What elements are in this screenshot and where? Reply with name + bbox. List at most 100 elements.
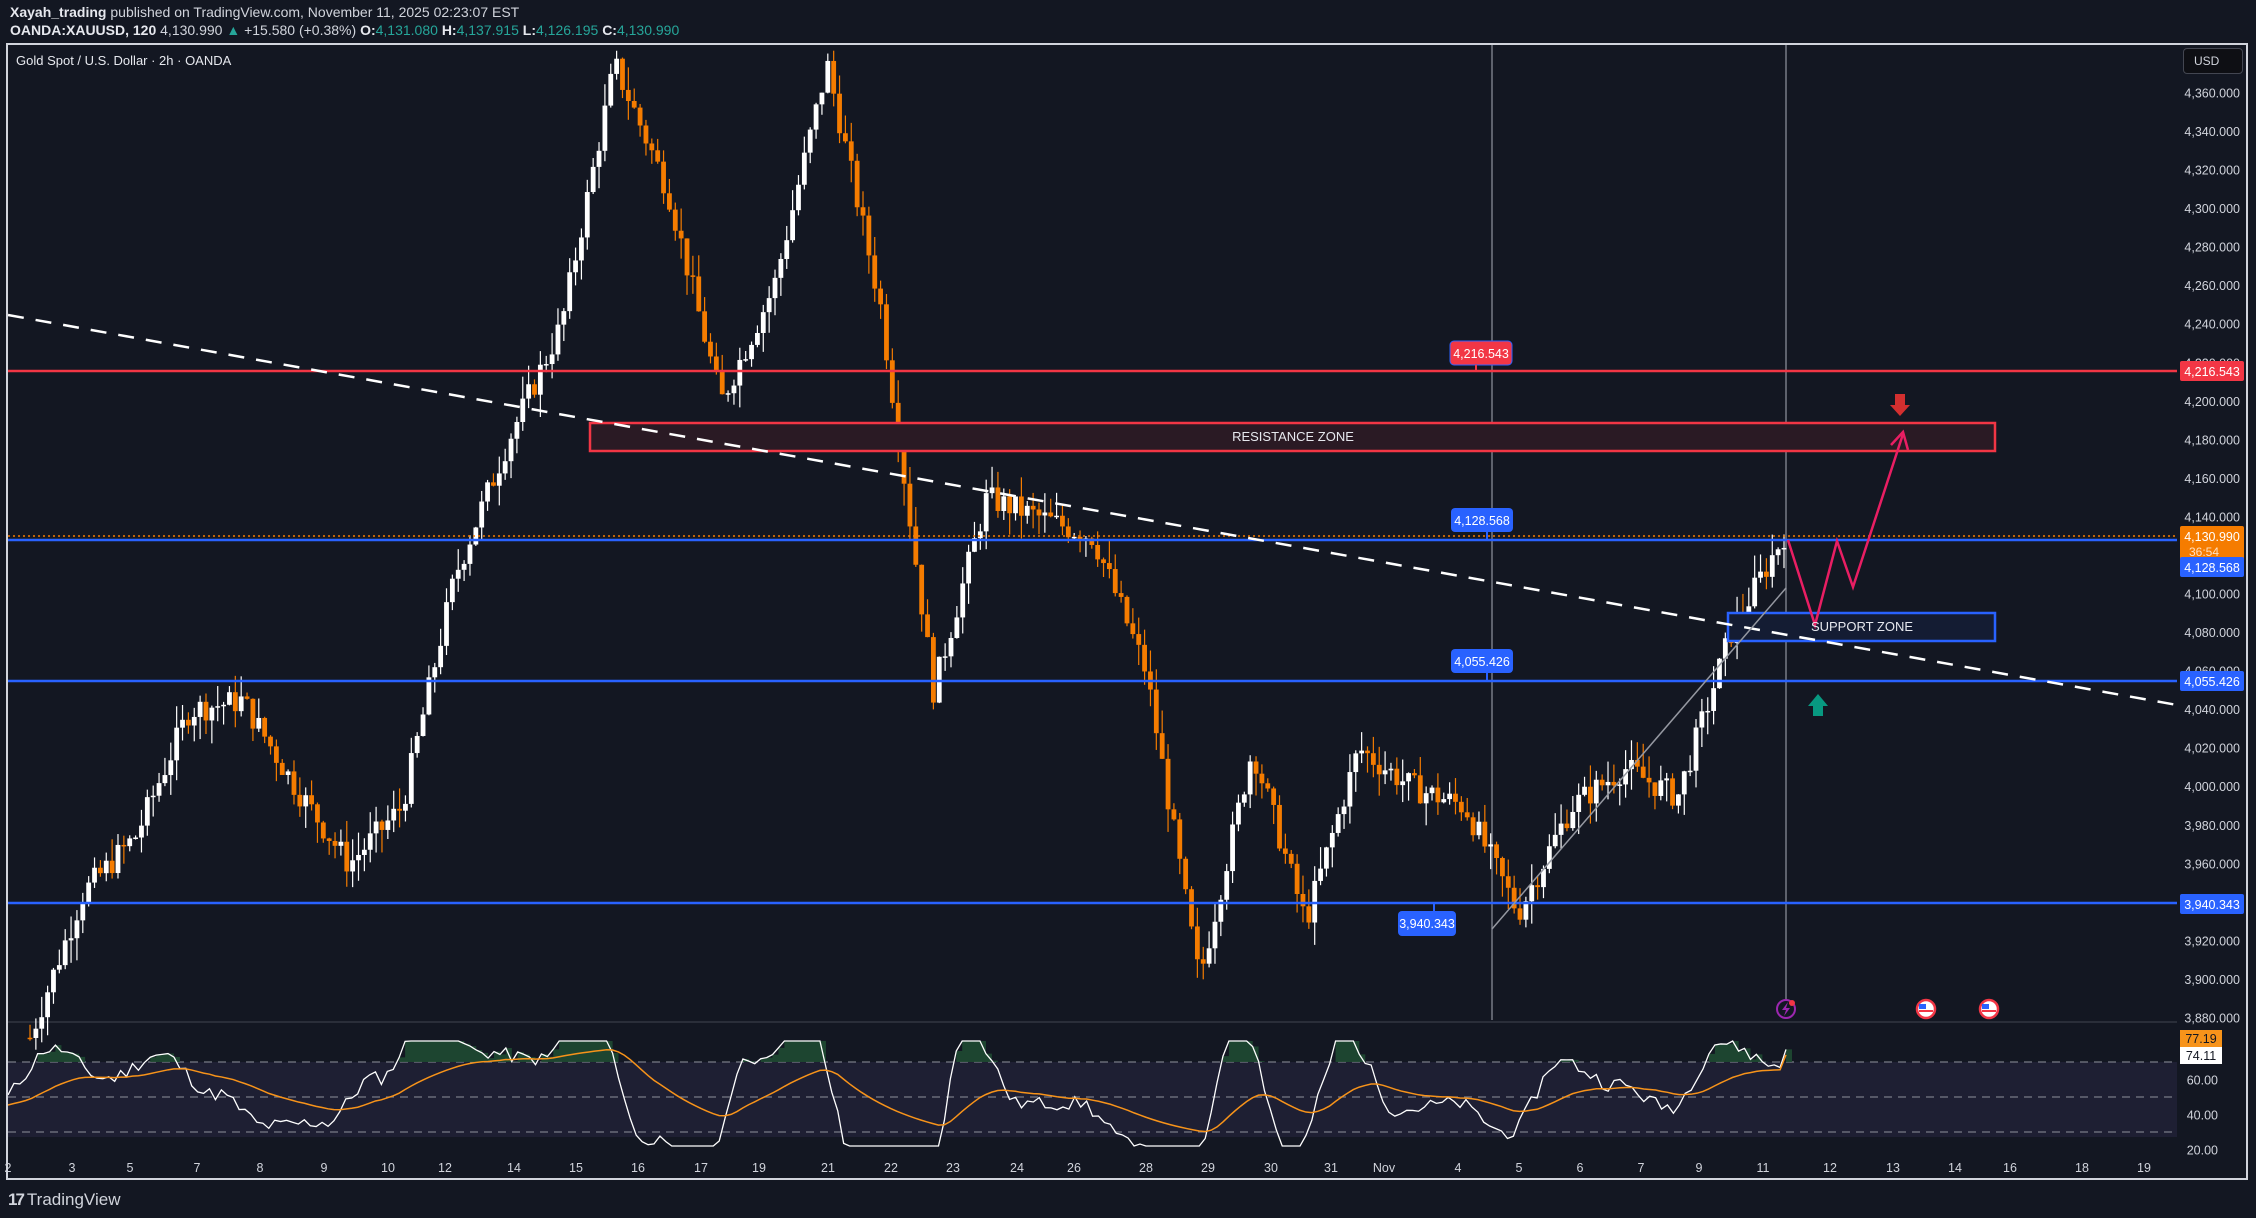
svg-text:4,055.426: 4,055.426 [2184,675,2240,689]
svg-text:4,130.990: 4,130.990 [2184,530,2240,544]
us-flag-event-icon-2[interactable] [1978,998,2000,1020]
svg-text:4,216.543: 4,216.543 [2184,365,2240,379]
open-value: 4,131.080 [375,22,438,38]
time-axis[interactable]: 2 3 5 7 8 9 10 12 14 15 16 17 19 21 22 23 24 26 28 29 30 31 No… [5,1161,2151,1175]
price-tick: 4,180.000 [2184,433,2240,447]
price-tick: 3,880.000 [2184,1011,2240,1025]
price-tick: 4,160.000 [2184,472,2240,486]
time-tick: 19 [2137,1161,2151,1175]
axis-tag-4128: 4,128.568 [2180,557,2244,577]
rsi-axis[interactable]: 60.00 40.00 20.00 [2187,1074,2218,1158]
time-tick: 8 [257,1161,264,1175]
tag-4055[interactable]: 4,055.426 [1451,649,1513,681]
projection-path[interactable] [1786,433,1905,630]
tag-4128[interactable]: 4,128.568 [1451,508,1513,540]
price-tick: 4,300.000 [2184,202,2240,216]
time-tick: 29 [1201,1161,1215,1175]
tradingview-wordmark: TradingView [26,1190,121,1209]
up-triangle-icon: ▲ [226,22,241,38]
close-label: C: [602,22,617,38]
publisher-line: Xayah_trading published on TradingView.c… [10,4,519,20]
time-tick: 2 [5,1161,12,1175]
time-tick: 12 [1823,1161,1837,1175]
down-arrow-icon [1890,394,1910,416]
svg-text:4,128.568: 4,128.568 [2184,561,2240,575]
open-label: O: [360,22,376,38]
svg-text:74.11: 74.11 [2186,1049,2216,1063]
time-tick: 17 [694,1161,708,1175]
support-zone[interactable] [1726,611,1997,643]
time-tick: 30 [1264,1161,1278,1175]
resistance-zone[interactable] [588,421,1997,453]
time-tick: 22 [884,1161,898,1175]
time-tick: 16 [631,1161,645,1175]
price-tick: 3,900.000 [2184,973,2240,987]
time-tick: 23 [946,1161,960,1175]
time-tick: 7 [194,1161,201,1175]
price-tick: 3,920.000 [2184,934,2240,948]
rsi-ma-line [7,1049,1787,1133]
up-arrow-icon [1808,694,1828,716]
chart-title: Gold Spot / U.S. Dollar · 2h · OANDA [16,53,232,68]
price-tick: 4,200.000 [2184,395,2240,409]
axis-tag-rsi: 77.19 [2180,1030,2222,1047]
resistance-zone-label: RESISTANCE ZONE [1232,429,1354,444]
candle-countdown: 36:54 [2189,545,2219,559]
time-tick: 24 [1010,1161,1024,1175]
price-tick: 4,140.000 [2184,510,2240,524]
rsi-overbought-fill [37,1041,1793,1062]
time-tick: 10 [381,1161,395,1175]
axis-tag-rsi-ma: 74.11 [2180,1047,2222,1064]
time-tick: 9 [321,1161,328,1175]
price-tick: 4,080.000 [2184,626,2240,640]
us-flag-event-icon[interactable] [1915,998,1937,1020]
time-tick: 19 [752,1161,766,1175]
price-tick: 4,000.000 [2184,780,2240,794]
price-tick: 4,340.000 [2184,125,2240,139]
low-value: 4,126.195 [536,22,599,38]
axis-tag-3940: 3,940.343 [2180,894,2244,914]
price-tick: 4,020.000 [2184,742,2240,756]
axis-tag-4055: 4,055.426 [2180,671,2244,691]
axis-tag-current-price: 4,130.990 36:54 [2180,526,2244,561]
time-tick: 28 [1139,1161,1153,1175]
price-tick: 4,040.000 [2184,703,2240,717]
ohlc-line: OANDA:XAUUSD, 120 4,130.990 ▲ +15.580 (+… [10,22,679,38]
low-label: L: [522,22,536,38]
currency-button[interactable]: USD [2183,48,2243,74]
time-tick: 21 [821,1161,835,1175]
price-tick: 4,280.000 [2184,241,2240,255]
rsi-tick: 60.00 [2187,1074,2218,1088]
time-tick: 11 [1757,1161,1770,1175]
lightning-event-icon[interactable] [1776,999,1796,1019]
tag-4055-text: 4,055.426 [1454,655,1510,669]
time-tick: 6 [1577,1161,1584,1175]
tag-4128-text: 4,128.568 [1454,514,1510,528]
price-tick: 4,360.000 [2184,87,2240,101]
time-tick: 14 [1948,1161,1962,1175]
time-tick: 3 [69,1161,76,1175]
tag-3940[interactable]: 3,940.343 [1398,903,1456,936]
high-value: 4,137.915 [456,22,519,38]
svg-text:3,940.343: 3,940.343 [2184,898,2240,912]
time-tick: 5 [1516,1161,1523,1175]
price-change: +15.580 (+0.38%) [244,22,357,38]
projection-arrowhead [1890,429,1910,451]
price-tick: 4,320.000 [2184,164,2240,178]
price-tick: 4,240.000 [2184,318,2240,332]
author-name[interactable]: Xayah_trading [10,4,107,20]
rising-trendline[interactable] [1491,587,1787,930]
close-value: 4,130.990 [616,22,680,38]
tag-3940-text: 3,940.343 [1399,917,1455,931]
time-tick: 14 [507,1161,521,1175]
tag-4216[interactable]: 4,216.543 [1449,340,1513,371]
time-tick: 16 [2003,1161,2017,1175]
published-text: published on TradingView.com, November 1… [110,4,520,20]
descending-trendline[interactable] [7,313,2178,707]
chart-frame [6,43,2248,1180]
time-tick: Nov [1373,1161,1396,1175]
tradingview-logo[interactable]: 17 TradingView [8,1190,120,1210]
time-tick: 18 [2075,1161,2089,1175]
tradingview-mark-icon: 17 [8,1190,25,1209]
